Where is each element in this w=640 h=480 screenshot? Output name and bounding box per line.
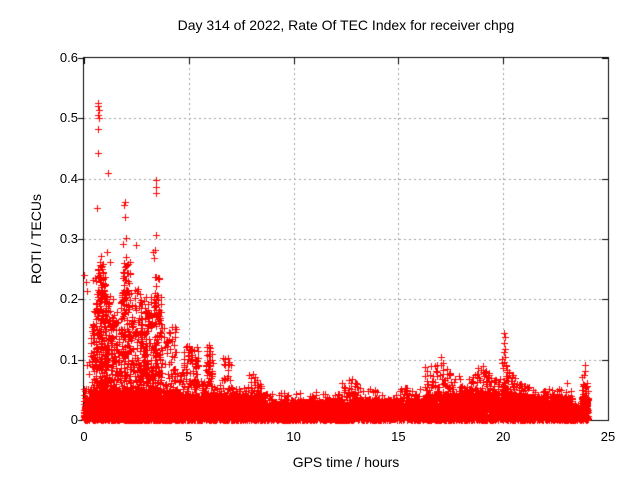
x-tick-label: 20 [495,429,511,444]
x-tick-label: 15 [391,429,406,444]
x-axis-label: GPS time / hours [292,454,400,470]
y-tick-label: 0.3 [59,231,78,246]
y-tick-label: 0.2 [59,291,78,307]
y-tick-label: 0.5 [59,110,78,126]
x-tick-label: 5 [185,429,193,444]
chart-title: Day 314 of 2022, Rate Of TEC Index for r… [177,17,515,33]
y-tick-label: 0.6 [59,50,78,65]
y-tick-label: 0 [70,412,78,427]
y-tick-label: 0.4 [59,170,78,186]
x-tick-label: 0 [80,429,88,444]
y-tick-label: 0.1 [59,351,78,367]
x-tick-label: 10 [286,429,301,444]
x-tick-label: 25 [600,429,616,444]
